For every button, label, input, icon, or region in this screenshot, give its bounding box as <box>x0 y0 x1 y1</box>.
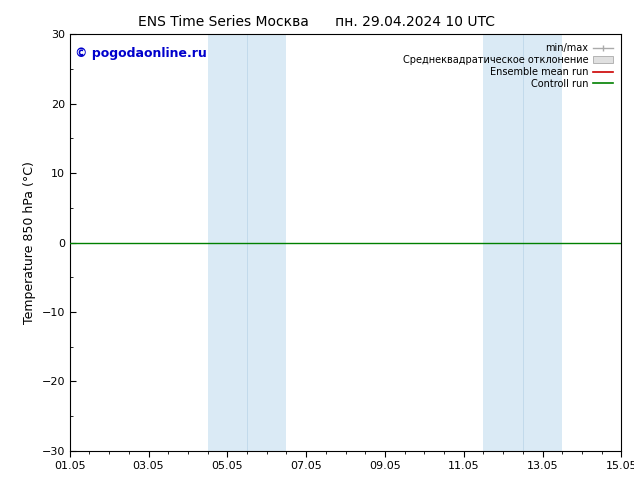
Y-axis label: Temperature 850 hPa (°C): Temperature 850 hPa (°C) <box>23 161 36 324</box>
Bar <box>483 34 562 451</box>
Text: ENS Time Series Москва      пн. 29.04.2024 10 UTC: ENS Time Series Москва пн. 29.04.2024 10… <box>138 15 496 29</box>
Bar <box>207 34 287 451</box>
Text: © pogodaonline.ru: © pogodaonline.ru <box>75 47 207 60</box>
Legend: min/max, Среднеквадратическое отклонение, Ensemble mean run, Controll run: min/max, Среднеквадратическое отклонение… <box>399 39 616 93</box>
